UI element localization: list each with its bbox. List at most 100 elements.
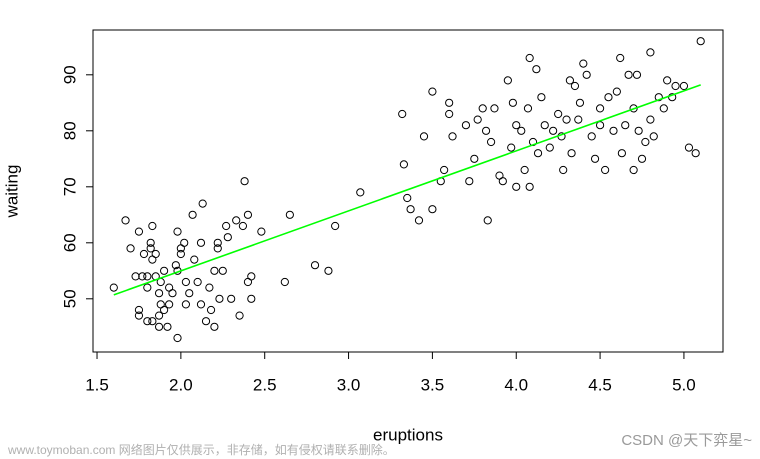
point bbox=[206, 305, 216, 315]
point bbox=[559, 165, 568, 175]
point bbox=[508, 98, 517, 107]
point bbox=[257, 227, 266, 236]
point bbox=[210, 322, 219, 331]
point bbox=[232, 216, 241, 225]
point bbox=[582, 70, 591, 79]
point bbox=[537, 93, 546, 102]
point bbox=[562, 115, 571, 124]
point bbox=[616, 53, 625, 63]
point bbox=[646, 115, 655, 124]
point bbox=[473, 115, 482, 124]
point bbox=[143, 272, 152, 281]
point bbox=[567, 149, 576, 158]
point bbox=[663, 76, 672, 85]
point bbox=[609, 126, 618, 135]
point bbox=[549, 126, 558, 135]
point bbox=[196, 300, 206, 309]
watermark-author: CSDN @天下弈星~ bbox=[621, 432, 752, 449]
y-tick-label: 50 bbox=[60, 289, 79, 308]
point bbox=[403, 193, 412, 203]
point bbox=[587, 132, 596, 141]
point bbox=[222, 221, 231, 231]
point bbox=[180, 238, 189, 247]
point bbox=[139, 249, 149, 259]
watermark: www.toymoban.com 网络图片仅供展示，非存储，如有侵权请联系删除。 bbox=[7, 442, 395, 457]
point bbox=[146, 244, 155, 253]
point bbox=[498, 177, 507, 186]
point bbox=[634, 126, 643, 135]
point bbox=[247, 272, 256, 281]
point bbox=[154, 311, 164, 320]
point bbox=[173, 333, 182, 343]
point bbox=[215, 294, 224, 303]
point bbox=[512, 182, 521, 191]
point bbox=[163, 322, 172, 331]
point bbox=[185, 289, 194, 298]
point bbox=[399, 160, 408, 169]
point bbox=[629, 165, 638, 175]
point bbox=[612, 87, 621, 96]
y-axis-label: waiting bbox=[2, 165, 21, 219]
point bbox=[483, 216, 492, 225]
point bbox=[181, 277, 190, 287]
point bbox=[176, 249, 185, 259]
point bbox=[134, 311, 144, 320]
x-tick-label: 2.5 bbox=[253, 375, 277, 394]
point bbox=[621, 121, 630, 130]
point bbox=[285, 210, 294, 219]
point bbox=[159, 305, 169, 315]
point bbox=[324, 266, 333, 275]
point bbox=[445, 109, 454, 119]
point bbox=[181, 300, 190, 309]
point bbox=[517, 126, 526, 135]
point bbox=[540, 121, 549, 130]
point bbox=[243, 210, 253, 219]
y-tick-label: 90 bbox=[60, 65, 79, 84]
point bbox=[554, 109, 563, 119]
point bbox=[448, 132, 457, 141]
point bbox=[190, 255, 199, 264]
point bbox=[205, 283, 214, 292]
point bbox=[533, 149, 543, 158]
point bbox=[601, 165, 610, 175]
point bbox=[671, 81, 680, 91]
point bbox=[218, 266, 227, 275]
point bbox=[575, 98, 585, 107]
y-tick-label: 70 bbox=[60, 177, 79, 196]
point bbox=[696, 37, 705, 46]
point bbox=[398, 109, 407, 119]
point bbox=[213, 244, 222, 253]
point bbox=[134, 227, 144, 236]
y-tick-label: 60 bbox=[60, 233, 79, 252]
point bbox=[210, 266, 219, 275]
point bbox=[240, 177, 249, 186]
point bbox=[168, 289, 177, 298]
point bbox=[428, 205, 437, 214]
point bbox=[138, 272, 147, 281]
point bbox=[193, 277, 202, 287]
y-tick-label: 80 bbox=[60, 121, 79, 140]
regression-line bbox=[113, 84, 701, 296]
point bbox=[465, 177, 474, 186]
point bbox=[679, 81, 689, 91]
point bbox=[151, 249, 160, 259]
x-tick-label: 3.0 bbox=[337, 375, 361, 394]
point bbox=[419, 132, 429, 141]
point bbox=[659, 104, 668, 113]
point bbox=[565, 76, 575, 85]
point bbox=[595, 121, 605, 130]
point bbox=[579, 59, 588, 68]
point bbox=[478, 104, 487, 113]
point bbox=[525, 53, 534, 63]
point bbox=[201, 317, 211, 326]
point bbox=[481, 126, 491, 135]
point bbox=[331, 221, 340, 231]
point bbox=[109, 283, 118, 292]
point bbox=[617, 149, 626, 158]
x-tick-label: 5.0 bbox=[672, 375, 696, 394]
point bbox=[691, 149, 700, 158]
point bbox=[310, 261, 320, 270]
point bbox=[523, 104, 533, 113]
point bbox=[171, 261, 180, 270]
